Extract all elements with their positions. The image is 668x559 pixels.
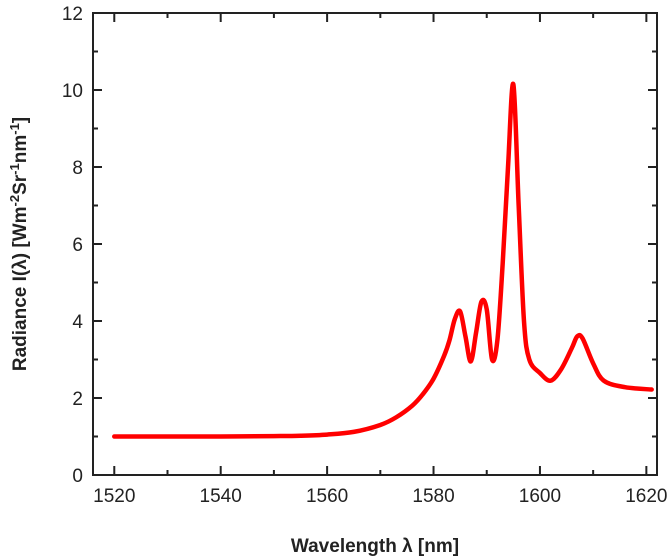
y-label-superscript: -2 xyxy=(7,195,22,207)
y-tick-label: 0 xyxy=(72,466,83,487)
y-label-part: nm xyxy=(10,135,31,164)
y-axis-ticks: 0 2 4 6 8 10 12 xyxy=(62,4,657,487)
y-tick-label: 10 xyxy=(62,81,83,102)
x-tick-label: 1520 xyxy=(93,486,135,507)
y-label-part: Sr xyxy=(10,174,31,195)
y-tick-label: 2 xyxy=(72,389,83,410)
y-label-superscript: -1 xyxy=(7,123,22,135)
y-tick-label: 12 xyxy=(62,4,83,25)
y-tick-label: 8 xyxy=(72,158,83,179)
y-label-superscript: -1 xyxy=(7,163,22,175)
y-axis-label: Radiance I(λ) [Wm-2Sr-1nm-1] xyxy=(7,117,32,371)
x-tick-label: 1540 xyxy=(200,486,242,507)
x-axis-label: Wavelength λ [nm] xyxy=(291,536,459,557)
x-axis-ticks: 1520 1540 1560 1580 1600 1620 xyxy=(93,13,667,507)
y-label-part: ] xyxy=(10,117,31,123)
y-tick-label: 6 xyxy=(72,235,83,256)
radiance-series-line xyxy=(112,81,654,439)
y-tick-label: 4 xyxy=(72,312,83,333)
plot-frame xyxy=(92,12,658,476)
x-tick-label: 1620 xyxy=(625,486,667,507)
x-tick-label: 1600 xyxy=(519,486,561,507)
series-layer xyxy=(112,81,654,439)
x-tick-label: 1580 xyxy=(412,486,454,507)
x-tick-label: 1560 xyxy=(306,486,348,507)
y-label-part: Radiance I(λ) [Wm xyxy=(10,206,31,371)
